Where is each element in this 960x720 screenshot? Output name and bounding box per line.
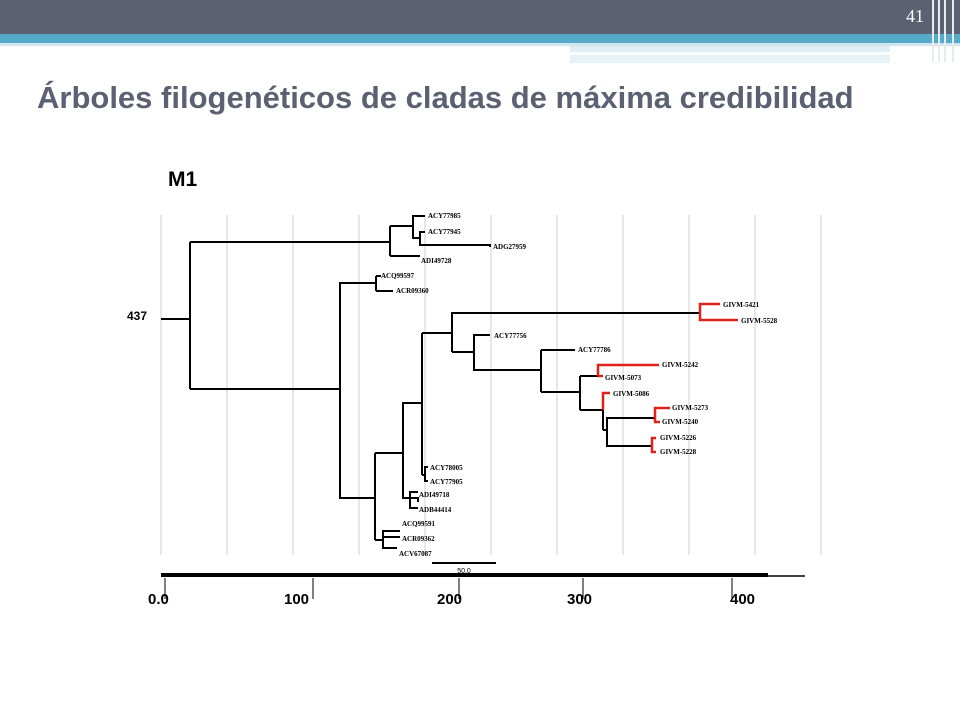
leaf-label: ACQ99591 bbox=[402, 520, 436, 528]
leaf-label: ACR09362 bbox=[402, 535, 435, 543]
leaf-label: ADI49718 bbox=[419, 491, 450, 499]
leaf-label: GIVM-5073 bbox=[605, 374, 642, 382]
leaf-label: GIVM-5240 bbox=[662, 418, 699, 426]
tree-branches bbox=[161, 215, 700, 549]
leaf-label: GIVM-5242 bbox=[662, 361, 699, 369]
header-accent-line-2 bbox=[570, 55, 890, 63]
leaf-label: ACY77985 bbox=[428, 212, 461, 220]
leaf-label: ACY77756 bbox=[494, 332, 527, 340]
leaf-label: GIVM-5528 bbox=[741, 317, 778, 325]
leaf-label: ADI49728 bbox=[421, 257, 452, 265]
leaf-label: GIVM-5086 bbox=[613, 390, 650, 398]
leaf-label: ACY77905 bbox=[430, 478, 463, 486]
leaf-label: GIVM-5273 bbox=[672, 404, 709, 412]
highlighted-branches bbox=[596, 302, 738, 454]
leaf-labels: ACY77985 ACY77945 ADG27959 ADI49728 ACQ99597… bbox=[381, 212, 778, 558]
leaf-label: ACY77945 bbox=[428, 228, 461, 236]
panel-label: M1 bbox=[168, 168, 198, 191]
axis-tick-label: 200 bbox=[437, 591, 463, 608]
header-stripe-light bbox=[0, 43, 960, 46]
leaf-label: ACV67087 bbox=[399, 550, 432, 558]
time-axis bbox=[161, 573, 805, 599]
node-label: 437 bbox=[127, 309, 148, 323]
axis-tick-label: 0.0 bbox=[148, 591, 169, 608]
leaf-label: GIVM-5228 bbox=[660, 448, 697, 456]
leaf-label: ACQ99597 bbox=[381, 272, 415, 280]
slide-title: Árboles filogenéticos de cladas de máxim… bbox=[37, 80, 854, 115]
axis-tick-label: 100 bbox=[284, 591, 310, 608]
leaf-label: ACY78005 bbox=[430, 464, 463, 472]
axis-tick-label: 400 bbox=[730, 591, 756, 608]
leaf-label: ACY77786 bbox=[578, 346, 611, 354]
header-decorative-lines bbox=[930, 0, 960, 62]
axis-tick-label: 300 bbox=[567, 591, 593, 608]
leaf-label: GIVM-5421 bbox=[723, 301, 760, 309]
leaf-label: GIVM-5226 bbox=[660, 434, 697, 442]
header-bar bbox=[0, 0, 960, 34]
header-stripe bbox=[0, 34, 960, 43]
leaf-label: ADG27959 bbox=[493, 243, 527, 251]
leaf-label: ADB44414 bbox=[419, 506, 452, 514]
grid-lines bbox=[160, 215, 822, 555]
header-accent-line bbox=[570, 46, 890, 52]
leaf-label: ACR09360 bbox=[396, 287, 429, 295]
scale-bar: 50.0 bbox=[432, 562, 496, 575]
scale-bar-label: 50.0 bbox=[457, 568, 471, 575]
page-number: 41 bbox=[906, 6, 924, 26]
